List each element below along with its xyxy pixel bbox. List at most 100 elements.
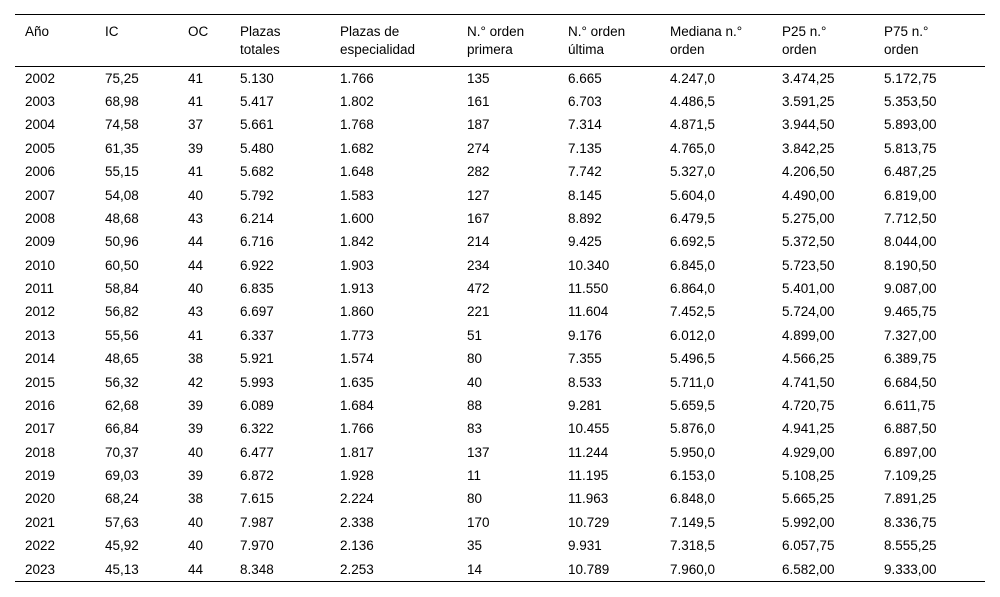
table-row: 2014 48,65 38 5.921 1.574 80 7.355 5.496,5 4.566…: [15, 348, 985, 371]
table-cell: 7.970: [240, 538, 274, 554]
table-cell: 1.583: [340, 187, 374, 203]
table-cell: 6.703: [568, 94, 602, 110]
table-cell: 2.224: [340, 491, 374, 507]
table-cell: 234: [467, 257, 490, 273]
table-cell: 40: [188, 281, 204, 297]
table-cell: 5.401,00: [782, 281, 835, 297]
table-cell: 43: [188, 210, 204, 226]
table-cell: 39: [188, 468, 204, 484]
table-row: 2011 58,84 40 6.835 1.913 472 11.550 6.864,0 5.4…: [15, 277, 985, 300]
table-row: 2008 48,68 43 6.214 1.600 167 8.892 6.479,5 5.27…: [15, 207, 985, 230]
table-cell: 9.931: [568, 538, 602, 554]
table-cell: 6.835: [240, 281, 274, 297]
table-cell: 167: [467, 210, 490, 226]
column-header-8: P25 n.° orden: [782, 24, 827, 57]
table-cell: 5.172,75: [884, 70, 937, 86]
year-cell: 2008: [25, 210, 56, 226]
table-body: 2002 75,25 41 5.130 1.766 135 6.665 4.247,0 3.47…: [15, 67, 985, 582]
table-cell: 4.486,5: [670, 94, 716, 110]
column-header-3: Plazas totales: [240, 24, 281, 57]
table-cell: 7.891,25: [884, 491, 937, 507]
table-cell: 11.963: [568, 491, 609, 507]
table-cell: 1.913: [340, 281, 374, 297]
table-cell: 5.108,25: [782, 468, 835, 484]
table-cell: 137: [467, 444, 490, 460]
table-cell: 5.130: [240, 70, 274, 86]
column-header-5: N.° orden primera: [467, 24, 525, 57]
year-cell: 2015: [25, 374, 56, 390]
table-row: 2022 45,92 40 7.970 2.136 35 9.931 7.318,5 6.057…: [15, 535, 985, 558]
table-cell: 14: [467, 561, 483, 577]
table-cell: 9.176: [568, 327, 602, 343]
table-header: Año IC OC Plazas totales Plazas de especiali…: [15, 15, 985, 67]
table-cell: 161: [467, 94, 490, 110]
table-cell: 10.729: [568, 514, 610, 530]
column-header-1: IC: [105, 24, 119, 39]
table-row: 2004 74,58 37 5.661 1.768 187 7.314 4.871,5 3.94…: [15, 114, 985, 137]
table-cell: 170: [467, 514, 490, 530]
table-cell: 5.417: [240, 94, 274, 110]
table-cell: 6.692,5: [670, 234, 716, 250]
year-cell: 2016: [25, 397, 56, 413]
table-cell: 40: [188, 444, 204, 460]
table-cell: 6.716: [240, 234, 274, 250]
table-cell: 7.327,00: [884, 327, 937, 343]
table-cell: 6.872: [240, 468, 274, 484]
table-cell: 1.802: [340, 94, 374, 110]
table-cell: 6.012,0: [670, 327, 716, 343]
table-cell: 1.600: [340, 210, 374, 226]
table-cell: 83: [467, 421, 483, 437]
table-cell: 40: [188, 514, 204, 530]
table-cell: 7.355: [568, 351, 602, 367]
table-cell: 5.711,0: [670, 374, 715, 390]
table-cell: 6.337: [240, 327, 274, 343]
table-cell: 1.842: [340, 234, 374, 250]
table-cell: 7.149,5: [670, 514, 716, 530]
table-cell: 1.773: [340, 327, 374, 343]
table-cell: 5.950,0: [670, 444, 716, 460]
table-cell: 6.684,50: [884, 374, 937, 390]
table-cell: 9.333,00: [884, 561, 937, 577]
table-cell: 40: [188, 187, 204, 203]
table-cell: 50,96: [105, 234, 139, 250]
table-cell: 5.993: [240, 374, 274, 390]
table-cell: 282: [467, 164, 490, 180]
year-cell: 2002: [25, 70, 56, 86]
table-row: 2009 50,96 44 6.716 1.842 214 9.425 6.692,5 5.37…: [15, 231, 985, 254]
table-cell: 6.214: [240, 210, 274, 226]
table-cell: 11.244: [568, 444, 609, 460]
table-cell: 135: [467, 70, 490, 86]
year-cell: 2021: [25, 514, 56, 530]
table-cell: 6.322: [240, 421, 274, 437]
table-cell: 2.253: [340, 561, 374, 577]
table-cell: 5.876,0: [670, 421, 716, 437]
table-cell: 11.195: [568, 468, 609, 484]
table-cell: 42: [188, 374, 204, 390]
table-row: 2013 55,56 41 6.337 1.773 51 9.176 6.012,0 4.899…: [15, 324, 985, 347]
table-cell: 6.582,00: [782, 561, 835, 577]
table-cell: 8.555,25: [884, 538, 937, 554]
table-cell: 4.941,25: [782, 421, 835, 437]
table-row: 2002 75,25 41 5.130 1.766 135 6.665 4.247,0 3.47…: [15, 67, 985, 91]
table-cell: 4.765,0: [670, 140, 716, 156]
table-cell: 5.659,5: [670, 397, 716, 413]
table-cell: 41: [188, 327, 204, 343]
table-cell: 5.496,5: [670, 351, 716, 367]
table-row: 2021 57,63 40 7.987 2.338 170 10.729 7.149,5 5.9…: [15, 511, 985, 534]
column-header-9: P75 n.° orden: [884, 24, 929, 57]
table-cell: 127: [467, 187, 490, 203]
table-cell: 3.474,25: [782, 70, 835, 86]
table-cell: 6.153,0: [670, 468, 716, 484]
table-cell: 7.318,5: [670, 538, 716, 554]
table-cell: 4.741,50: [782, 374, 835, 390]
year-cell: 2012: [25, 304, 56, 320]
table-cell: 40: [467, 374, 483, 390]
column-header-6: N.° orden última: [568, 24, 626, 57]
table-cell: 7.960,0: [670, 561, 716, 577]
table-cell: 5.813,75: [884, 140, 937, 156]
table-cell: 7.109,25: [884, 468, 937, 484]
table-cell: 7.452,5: [670, 304, 716, 320]
table-cell: 4.490,00: [782, 187, 835, 203]
table-cell: 1.682: [340, 140, 374, 156]
column-header-2: OC: [188, 24, 209, 39]
